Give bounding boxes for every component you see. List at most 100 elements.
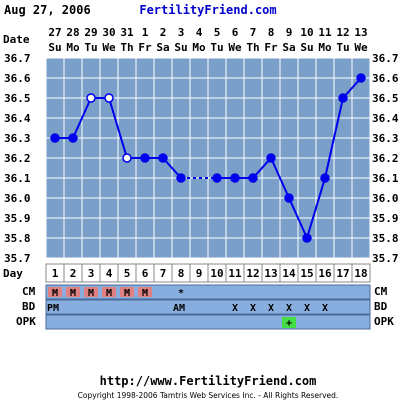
weekday-label: Tu (336, 41, 349, 54)
cm-cell-text: M (88, 288, 94, 299)
y-tick-label-right: 36.7 (372, 52, 399, 65)
y-tick-label-left: 36.6 (4, 72, 31, 85)
cycle-day-label: 9 (196, 267, 203, 280)
cycle-day-label: 5 (124, 267, 131, 280)
bd-row-background (45, 299, 371, 315)
opk-cell-text: + (286, 318, 292, 329)
series-segment (270, 157, 290, 199)
opk-positive-cell (282, 317, 296, 328)
date-row: 27 Su 28 Mo 29 Tu 30 We 31 Th 1 Fr 2 Sa 3 Su 4 Mo 5 Tu 6 We 7 T… (48, 26, 368, 54)
date-label: 31 (120, 26, 134, 39)
weekday-label: We (102, 41, 116, 54)
temperature-point-hollow (86, 93, 96, 103)
cm-cell-text: M (106, 288, 112, 299)
date-label: 5 (214, 26, 221, 39)
weekday-label: We (354, 41, 368, 54)
bd-cell-text: PM (47, 303, 59, 314)
bd-cell-text: X (268, 303, 274, 314)
date-label: 6 (232, 26, 239, 39)
weekday-label: Tu (84, 41, 97, 54)
cycle-day-label: 4 (106, 267, 113, 280)
cycle-day-label: 12 (246, 267, 259, 280)
cycle-day-label: 13 (264, 267, 277, 280)
temperature-point (248, 173, 258, 183)
date-label: 13 (354, 26, 367, 39)
y-tick-label-left: 36.3 (4, 132, 31, 145)
date-label: 11 (318, 26, 332, 39)
temperature-point (338, 93, 348, 103)
cm-cell-text: * (178, 288, 184, 299)
y-tick-label-right: 36.2 (372, 152, 399, 165)
y-tick-label-left: 36.5 (4, 92, 31, 105)
weekday-label: Mo (318, 41, 332, 54)
date-row-label: Date (3, 33, 30, 46)
series-segment (324, 97, 344, 179)
header-site[interactable]: FertilityFriend.com (139, 3, 276, 17)
cm-cell-highlight (138, 287, 152, 297)
weekday-label: Su (174, 41, 187, 54)
series-segment (72, 97, 92, 139)
bd-cell-text: X (286, 303, 292, 314)
header-date: Aug 27, 2006 (4, 3, 91, 17)
opk-row-background (45, 314, 371, 330)
cm-cell-highlight (84, 287, 98, 297)
temperature-point (230, 173, 240, 183)
footer-url[interactable]: http://www.FertilityFriend.com (100, 374, 317, 388)
cm-cell-text: M (124, 288, 130, 299)
temperature-point-hollow (104, 93, 114, 103)
day-row-label: Day (3, 267, 23, 280)
footer-copyright: Copyright 1998-2006 Tamtris Web Services… (78, 391, 339, 400)
cycle-day-label: 16 (318, 267, 332, 280)
cycle-day-label: 11 (228, 267, 242, 280)
y-tick-label-left: 36.1 (4, 172, 31, 185)
observation-rows: M M M M M M * PM AM X X X X X X + (45, 284, 371, 330)
date-label: 8 (268, 26, 275, 39)
temperature-point-hollow (122, 153, 132, 163)
y-tick-label-right: 35.8 (372, 232, 399, 245)
temperature-point (320, 173, 330, 183)
y-tick-label-right: 35.7 (372, 252, 399, 265)
y-tick-label-left: 35.8 (4, 232, 31, 245)
series-segment (288, 197, 308, 239)
y-tick-label-right: 36.5 (372, 92, 399, 105)
cycle-day-label: 6 (142, 267, 149, 280)
cm-cell-highlight (120, 287, 134, 297)
date-label: 10 (300, 26, 313, 39)
temperature-point (266, 153, 276, 163)
y-tick-label-right: 35.9 (372, 212, 399, 225)
bd-cell-text: AM (173, 303, 185, 314)
y-tick-label-right: 36.3 (372, 132, 399, 145)
cycle-day-label: 14 (282, 267, 296, 280)
temperature-point (302, 233, 312, 243)
cm-cell-text: M (70, 288, 76, 299)
cycle-day-label: 2 (70, 267, 77, 280)
temperature-point (356, 73, 366, 83)
y-tick-label-left: 35.9 (4, 212, 31, 225)
weekday-label: Mo (192, 41, 206, 54)
cycle-day-label: 15 (300, 267, 313, 280)
temperature-point (140, 153, 150, 163)
opk-label-left: OPK (16, 315, 36, 328)
cm-cell-text: M (52, 288, 58, 299)
cycle-day-label: 7 (160, 267, 167, 280)
y-tick-label-right: 36.4 (372, 112, 399, 125)
cm-label-right: CM (374, 285, 388, 298)
bd-label-right: BD (374, 300, 388, 313)
plot-area: 35.7 35.8 35.9 36.0 36.1 36.2 36.3 36.4 36.5 36.6… (4, 52, 399, 265)
cm-cell-highlight (48, 287, 62, 297)
date-label: 7 (250, 26, 257, 39)
y-tick-label-right: 36.6 (372, 72, 399, 85)
temperature-point (176, 173, 186, 183)
weekday-label: Su (48, 41, 61, 54)
cycle-day-label: 18 (354, 267, 367, 280)
cm-cell-highlight (102, 287, 116, 297)
date-label: 30 (102, 26, 115, 39)
date-label: 27 (48, 26, 61, 39)
date-label: 2 (160, 26, 167, 39)
weekday-label: Fr (138, 41, 152, 54)
weekday-label: Tu (210, 41, 223, 54)
cycle-day-label: 17 (336, 267, 349, 280)
weekday-label: Fr (264, 41, 278, 54)
bd-label-left: BD (22, 300, 36, 313)
